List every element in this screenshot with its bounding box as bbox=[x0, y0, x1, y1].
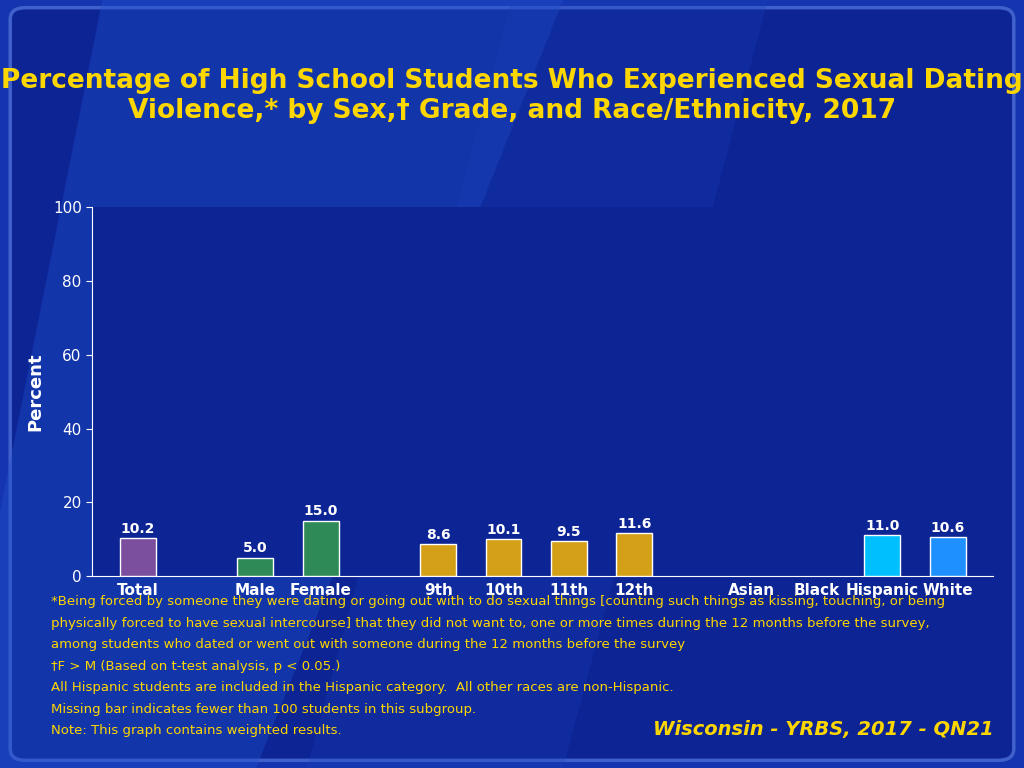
Polygon shape bbox=[307, 0, 768, 768]
Text: 5.0: 5.0 bbox=[243, 541, 267, 555]
Polygon shape bbox=[0, 0, 563, 768]
Text: 11.6: 11.6 bbox=[616, 517, 651, 531]
Bar bbox=[864, 535, 900, 576]
Bar bbox=[551, 541, 587, 576]
Text: Missing bar indicates fewer than 100 students in this subgroup.: Missing bar indicates fewer than 100 stu… bbox=[51, 703, 476, 716]
Text: †F > M (Based on t-test analysis, p < 0.05.): †F > M (Based on t-test analysis, p < 0.… bbox=[51, 660, 341, 673]
Text: Note: This graph contains weighted results.: Note: This graph contains weighted resul… bbox=[51, 724, 342, 737]
Text: 8.6: 8.6 bbox=[426, 528, 451, 542]
Text: among students who dated or went out with someone during the 12 months before th: among students who dated or went out wit… bbox=[51, 638, 685, 651]
Text: 10.6: 10.6 bbox=[931, 521, 965, 535]
Bar bbox=[485, 539, 521, 576]
Bar bbox=[120, 538, 156, 576]
FancyBboxPatch shape bbox=[10, 8, 1014, 760]
Text: 9.5: 9.5 bbox=[556, 525, 582, 539]
Text: *Being forced by someone they were dating or going out with to do sexual things : *Being forced by someone they were datin… bbox=[51, 595, 945, 608]
Text: Violence,* by Sex,† Grade, and Race/Ethnicity, 2017: Violence,* by Sex,† Grade, and Race/Ethn… bbox=[128, 98, 896, 124]
Bar bbox=[238, 558, 273, 576]
Y-axis label: Percent: Percent bbox=[27, 353, 44, 431]
Text: 10.2: 10.2 bbox=[121, 522, 155, 536]
Bar bbox=[930, 537, 966, 576]
Text: Percentage of High School Students Who Experienced Sexual Dating: Percentage of High School Students Who E… bbox=[1, 68, 1023, 94]
Text: 10.1: 10.1 bbox=[486, 522, 521, 537]
Text: 11.0: 11.0 bbox=[865, 519, 899, 533]
Text: Wisconsin - YRBS, 2017 - QN21: Wisconsin - YRBS, 2017 - QN21 bbox=[652, 720, 993, 739]
Bar bbox=[303, 521, 339, 576]
Text: All Hispanic students are included in the Hispanic category.  All other races ar: All Hispanic students are included in th… bbox=[51, 681, 674, 694]
Text: 15.0: 15.0 bbox=[303, 505, 338, 518]
Text: physically forced to have sexual intercourse] that they did not want to, one or : physically forced to have sexual interco… bbox=[51, 617, 930, 630]
Bar bbox=[616, 533, 652, 576]
Bar bbox=[420, 545, 457, 576]
